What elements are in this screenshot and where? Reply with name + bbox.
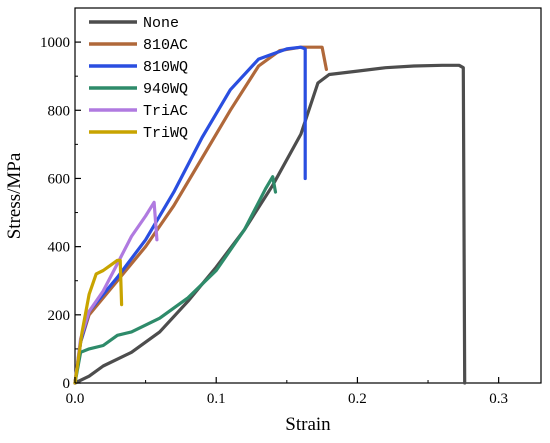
y-tick-label: 600 (48, 171, 71, 187)
y-tick-label: 0 (63, 376, 71, 392)
legend-label-810wq: 810WQ (143, 59, 188, 76)
x-tick-label: 0.3 (489, 391, 508, 407)
legend-label-triac: TriAC (143, 103, 188, 120)
x-tick-label: 0.0 (66, 391, 85, 407)
y-tick-label: 200 (48, 308, 71, 324)
series-line-none (73, 63, 467, 385)
series-line-940wq (73, 175, 278, 385)
y-tick-label: 800 (48, 103, 71, 119)
plot-content (73, 45, 467, 385)
x-axis-title: Strain (285, 414, 331, 435)
axes-layer: 0.0 0.1 0.2 0.3 0 200 400 600 800 1000 (40, 35, 508, 407)
y-axis-title: Stress/MPa (4, 152, 25, 239)
y-tick-label: 1000 (40, 35, 70, 51)
series-line-triwq (73, 258, 124, 385)
legend-label-940wq: 940WQ (143, 81, 188, 98)
legend-label-triwq: TriWQ (143, 125, 188, 142)
legend: None 810AC 810WQ 940WQ TriAC TriWQ (89, 15, 188, 142)
legend-label-none: None (143, 15, 179, 32)
y-tick-label: 400 (48, 240, 71, 256)
x-tick-label: 0.2 (348, 391, 367, 407)
legend-label-810ac: 810AC (143, 37, 188, 54)
x-tick-label: 0.1 (207, 391, 226, 407)
